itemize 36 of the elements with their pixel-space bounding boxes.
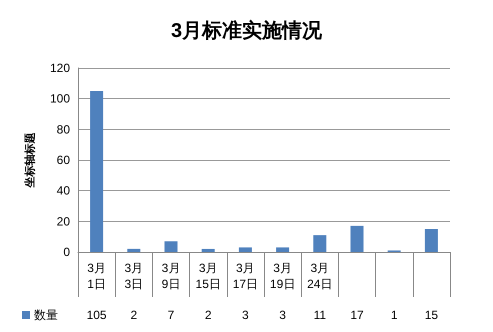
- x-tick-label: 3月3日: [124, 261, 144, 291]
- bar: [90, 91, 104, 252]
- y-tick-label: 60: [56, 153, 70, 167]
- data-label: 1: [390, 308, 398, 322]
- data-label: 11: [314, 308, 326, 322]
- y-tick-label: 120: [50, 61, 70, 75]
- y-axis-title: 坐标轴标题: [24, 132, 36, 188]
- bar: [238, 247, 252, 252]
- bar: [313, 235, 326, 252]
- data-label: 3: [279, 308, 286, 322]
- bar: [127, 248, 140, 252]
- x-tick-label: 3月19日: [270, 261, 296, 291]
- legend-label: 数量: [34, 308, 58, 322]
- bar: [202, 248, 215, 252]
- bar: [424, 229, 438, 252]
- bar: [164, 241, 178, 252]
- data-label: 17: [350, 308, 364, 322]
- y-tick-label: 80: [56, 122, 70, 136]
- bar: [350, 226, 364, 252]
- bar: [276, 247, 290, 252]
- data-label: 105: [86, 308, 107, 322]
- x-tick-label: 3月9日: [162, 261, 180, 291]
- data-label: 7: [168, 308, 175, 322]
- y-tick-label: 40: [56, 184, 70, 198]
- data-label: 2: [130, 308, 138, 322]
- data-label: 3: [242, 308, 250, 322]
- y-tick-label: 100: [50, 92, 70, 106]
- x-tick-label: 3月15日: [196, 261, 221, 291]
- data-label: 15: [424, 308, 438, 322]
- y-tick-label: 0: [63, 245, 70, 259]
- data-label: 2: [204, 308, 212, 322]
- chart-title: 3月标准实施情况: [170, 19, 324, 42]
- x-tick-label: 3月1日: [87, 261, 106, 291]
- x-tick-label: 3月24日: [307, 261, 332, 291]
- y-tick-label: 20: [56, 214, 70, 228]
- x-tick-label: 3月17日: [232, 261, 258, 291]
